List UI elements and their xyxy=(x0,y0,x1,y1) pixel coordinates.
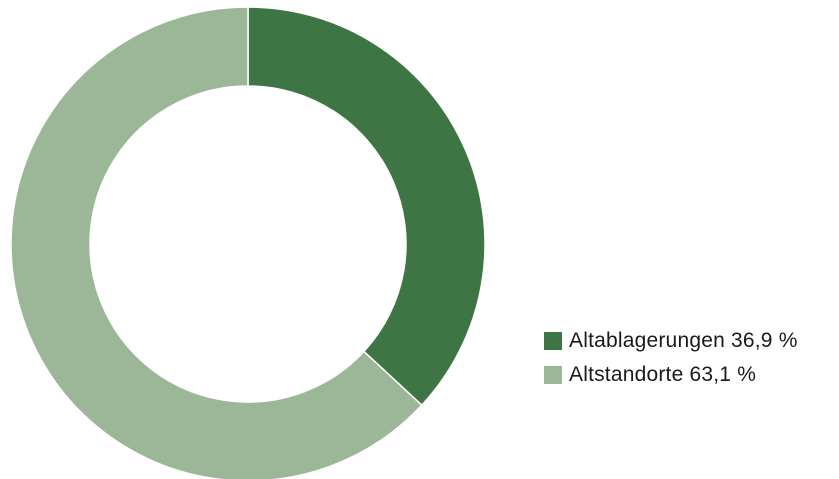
legend-label-altstandorte: Altstandorte 63,1 % xyxy=(569,363,757,386)
donut-slice-altablagerungen xyxy=(247,6,486,406)
legend-swatch-altablagerungen xyxy=(544,331,562,350)
legend-item-altstandorte: Altstandorte 63,1 % xyxy=(544,362,798,387)
legend-label-altablagerungen: Altablagerungen 36,9 % xyxy=(569,329,798,352)
legend-swatch-altstandorte xyxy=(544,365,562,384)
legend-item-altablagerungen: Altablagerungen 36,9 % xyxy=(544,328,798,353)
donut-slice-altstandorte xyxy=(10,6,423,479)
chart-legend: Altablagerungen 36,9 % Altstandorte 63,1… xyxy=(544,328,798,387)
